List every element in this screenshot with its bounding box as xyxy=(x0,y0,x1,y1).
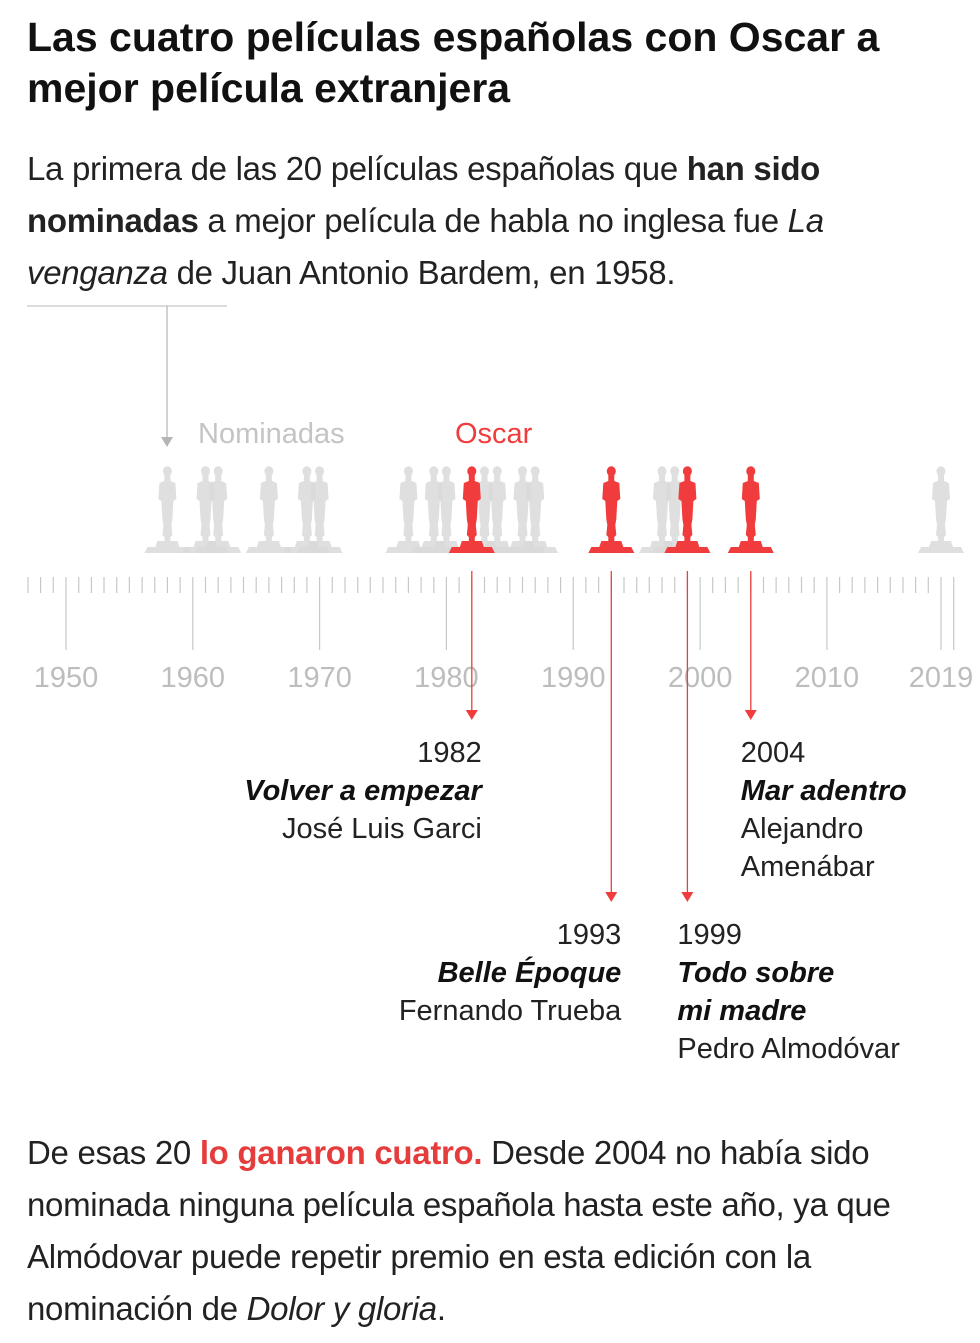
winner-director-2004-1: Alejandro xyxy=(741,813,864,845)
outro-text-2: Desde 2004 no había sido nominada ningun… xyxy=(27,1134,891,1327)
oscar-arrow-head-1982 xyxy=(465,710,478,720)
tick-label-2019: 2019 xyxy=(909,662,974,694)
winner-year-1982: 1982 xyxy=(417,737,482,769)
outro-text-3: . xyxy=(436,1290,446,1327)
intro-text-3: de Juan Antonio Bardem, en 1958. xyxy=(167,254,676,291)
winner-year-1999: 1999 xyxy=(677,919,742,951)
legend-label-nominadas: Nominadas xyxy=(198,418,345,450)
oscar-arrow-head-1993 xyxy=(605,892,618,902)
legend-pointer xyxy=(27,305,227,447)
intro-bold-text: han sido nominadas xyxy=(27,150,821,239)
intro-text-1: La primera de las 20 películas españolas… xyxy=(27,150,687,187)
oscar-arrow-head-1999 xyxy=(681,892,694,902)
legend-label-oscar: Oscar xyxy=(455,418,533,450)
oscar-statue-1993 xyxy=(588,466,635,553)
nominated-statue-1977 xyxy=(385,466,432,553)
tick-label-2010: 2010 xyxy=(795,662,860,694)
nominated-statue-1966 xyxy=(245,466,292,553)
intro-text-2: a mejor película de habla no inglesa fue xyxy=(198,202,788,239)
oscar-arrow-head-2004 xyxy=(744,710,757,720)
nominated-statue-2019 xyxy=(918,466,964,553)
intro-film-title: La venganza xyxy=(27,202,824,291)
winner-title-1999-1: Todo sobre xyxy=(677,957,834,989)
tick-label-1950: 1950 xyxy=(34,662,99,694)
winner-director-1999: Pedro Almodóvar xyxy=(677,1033,900,1065)
outro-text-1: De esas 20 xyxy=(27,1134,200,1171)
outro-film-title: Dolor y gloria xyxy=(246,1290,438,1327)
winner-title-1982: Volver a empezar xyxy=(244,775,483,807)
nominated-statue-1958 xyxy=(144,466,191,553)
tick-label-1980: 1980 xyxy=(414,662,479,694)
tick-label-1970: 1970 xyxy=(287,662,352,694)
oscar-statue-2004 xyxy=(727,466,774,553)
tick-label-2000: 2000 xyxy=(668,662,733,694)
winner-title-2004: Mar adentro xyxy=(741,775,907,807)
winner-title-1999-2: mi madre xyxy=(677,995,806,1027)
winner-year-2004: 2004 xyxy=(741,737,806,769)
chart-title: Las cuatro películas españolas con Oscar… xyxy=(27,14,880,111)
winner-director-2004-2: Amenábar xyxy=(741,851,875,883)
winner-title-1993: Belle Époque xyxy=(438,956,622,989)
winner-director-1993: Fernando Trueba xyxy=(399,995,622,1027)
tick-label-1960: 1960 xyxy=(161,662,226,694)
winner-year-1993: 1993 xyxy=(557,919,622,951)
outro-highlight: lo ganaron cuatro. xyxy=(199,1134,483,1171)
tick-label-1990: 1990 xyxy=(541,662,606,694)
outro-paragraph: De esas 20 lo ganaron cuatro. Desde 2004… xyxy=(27,1127,962,1335)
intro-paragraph: La primera de las 20 películas españolas… xyxy=(27,143,962,299)
legend-pointer-arrow xyxy=(161,437,173,447)
winner-director-1982: José Luis Garci xyxy=(282,813,482,845)
